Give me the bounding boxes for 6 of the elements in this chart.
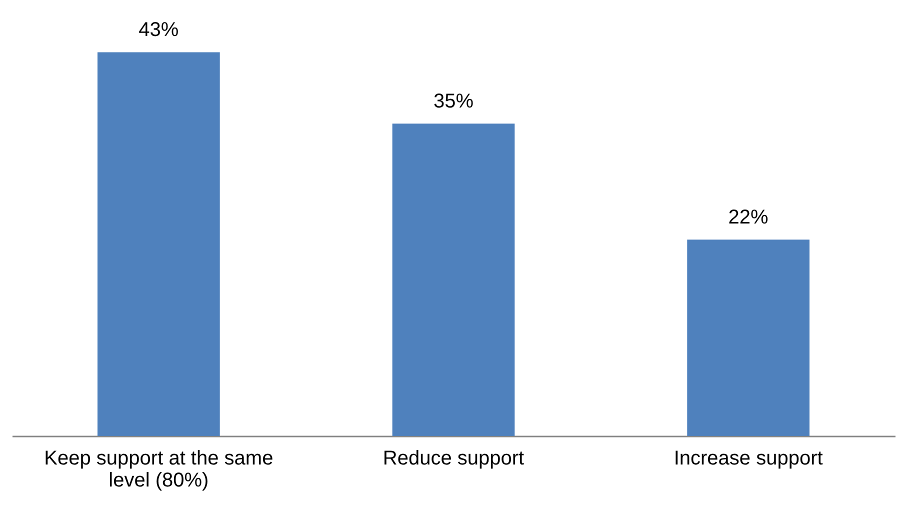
x-tick-label: Keep support at the same level (80%)	[44, 448, 274, 492]
data-label: 22%	[728, 206, 769, 229]
x-tick-label: Increase support	[674, 448, 824, 470]
data-label: 43%	[138, 19, 179, 42]
x-tick-label: Reduce support	[382, 448, 525, 470]
data-label: 35%	[433, 90, 474, 113]
